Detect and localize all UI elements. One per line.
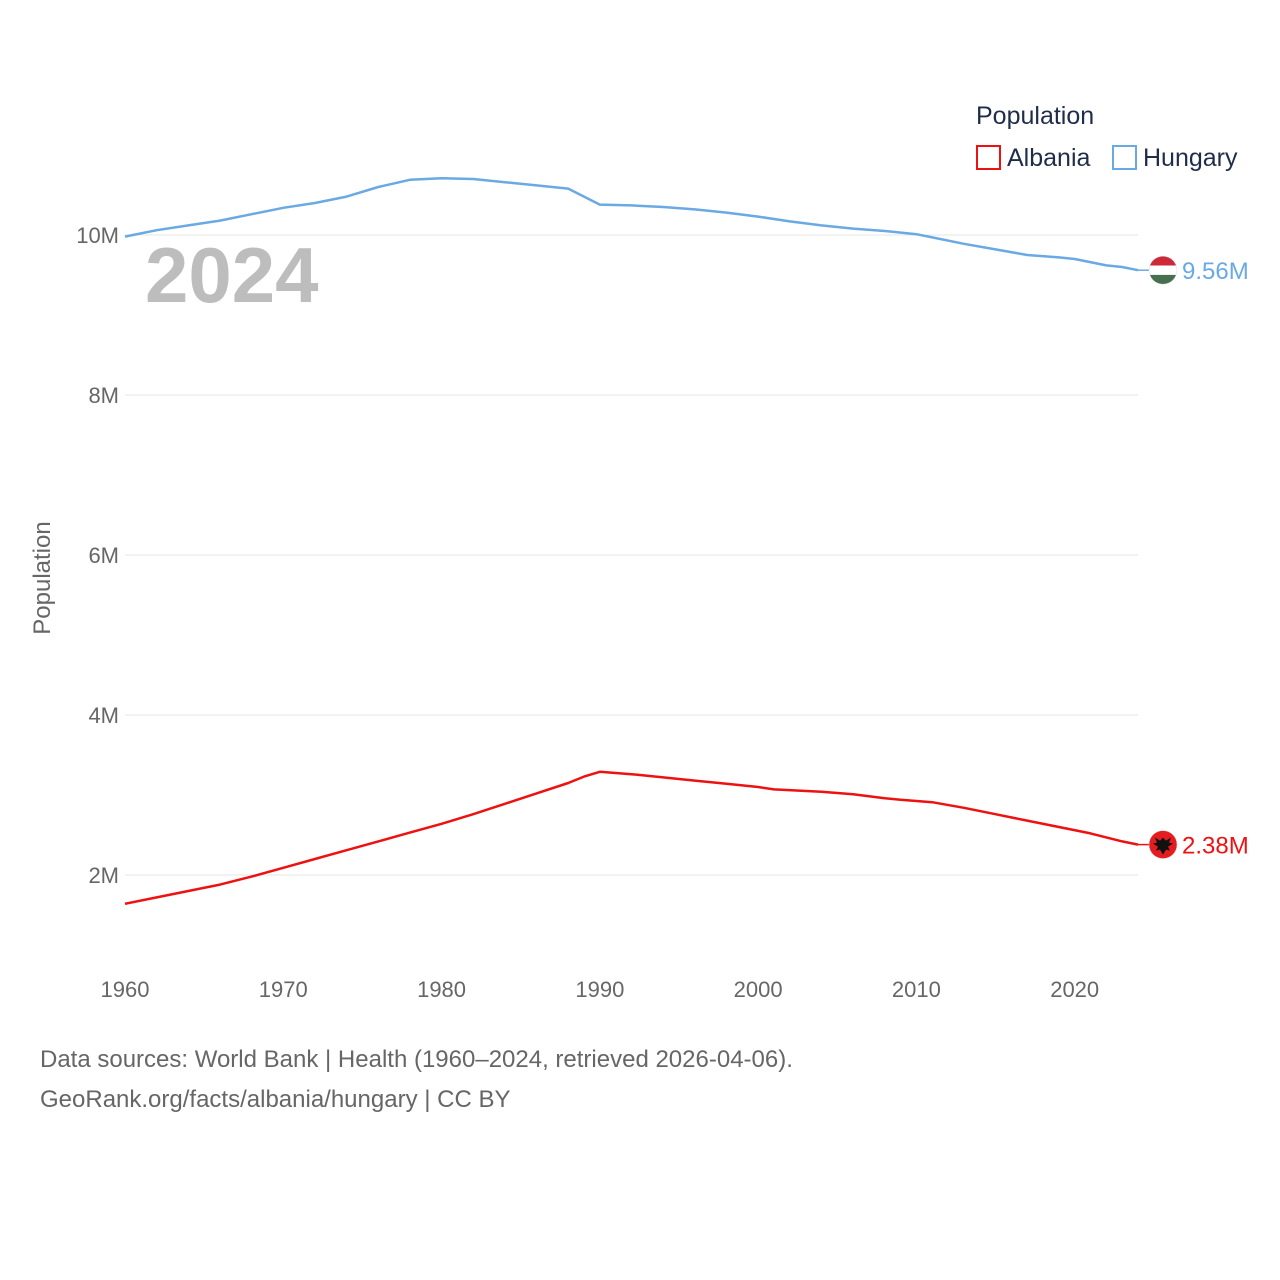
x-tick-label: 2020 (1050, 977, 1099, 1002)
y-axis-ticks: 2M 4M 6M 8M 10M (76, 223, 119, 888)
x-tick-label: 1960 (101, 977, 150, 1002)
y-tick-label: 10M (76, 223, 119, 248)
series-line-albania[interactable] (124, 770, 1139, 906)
hungary-flag-icon (1148, 255, 1178, 285)
x-tick-label: 2000 (734, 977, 783, 1002)
population-chart: 2024 2M 4M 6M 8M 10M 1960 1970 1980 1990 2000 201… (29, 102, 1249, 1002)
series-line-hungary[interactable] (124, 176, 1139, 272)
series-layer: 2.38M 9.56M (124, 176, 1249, 906)
legend-title: Population (976, 102, 1094, 130)
y-tick-label: 2M (88, 863, 119, 888)
x-tick-label: 2010 (892, 977, 941, 1002)
y-tick-label: 4M (88, 703, 119, 728)
x-tick-label: 1970 (259, 977, 308, 1002)
x-axis-ticks: 1960 1970 1980 1990 2000 2010 2020 (101, 977, 1100, 1002)
legend-label-hungary: Hungary (1143, 144, 1238, 172)
legend-item-hungary[interactable]: Hungary (1112, 144, 1238, 172)
end-value-label-hungary: 9.56M (1182, 258, 1249, 285)
y-axis-title: Population (29, 521, 56, 634)
end-value-label-albania: 2.38M (1182, 833, 1249, 860)
year-watermark: 2024 (145, 231, 319, 319)
x-tick-label: 1980 (417, 977, 466, 1002)
legend-swatch-albania (976, 145, 1001, 170)
attribution-text: GeoRank.org/facts/albania/hungary | CC B… (40, 1086, 511, 1113)
legend: Population Albania Hungary (976, 102, 1238, 172)
legend-swatch-hungary (1112, 145, 1137, 170)
x-tick-label: 1990 (575, 977, 624, 1002)
data-source-text: Data sources: World Bank | Health (1960–… (40, 1046, 793, 1073)
legend-label-albania: Albania (1007, 144, 1090, 172)
grid-lines (125, 234, 1138, 876)
y-tick-label: 8M (88, 383, 119, 408)
y-tick-label: 6M (88, 543, 119, 568)
albania-flag-icon (1148, 830, 1178, 859)
legend-item-albania[interactable]: Albania (976, 144, 1090, 172)
footer: Data sources: World Bank | Health (1960–… (40, 1040, 793, 1120)
